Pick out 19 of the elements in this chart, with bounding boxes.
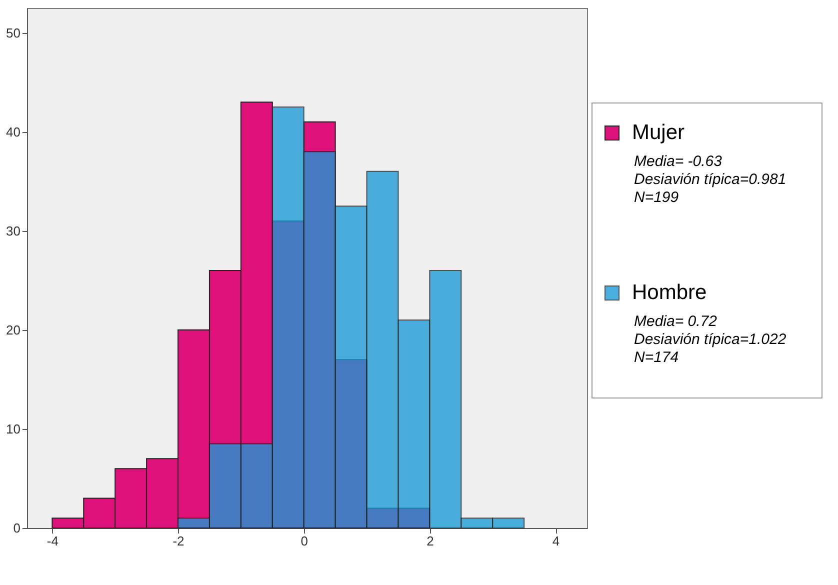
y-tick-label: 30: [6, 223, 20, 238]
legend-label: Hombre: [632, 281, 707, 304]
x-tick-label: -2: [172, 534, 184, 548]
x-tick-label: 4: [552, 534, 560, 548]
y-tick-label: 10: [6, 421, 20, 436]
text: Desiavión típica=0.981: [634, 171, 786, 188]
text: N=199: [634, 189, 680, 206]
y-tick-label: 40: [6, 124, 20, 140]
x-tick-label: 2: [426, 534, 434, 548]
legend-label: Mujer: [632, 121, 685, 144]
y-tick-label: 50: [6, 25, 20, 40]
text: Desiavión típica=1.022: [634, 331, 787, 348]
y-tick-label: 20: [6, 322, 20, 338]
text: N=174: [634, 349, 679, 366]
x-tick-label: 0: [300, 534, 308, 548]
x-tick-label: -4: [46, 534, 58, 548]
text: Media= -0.63: [634, 153, 723, 170]
text: Media= 0.72: [634, 313, 718, 330]
y-tick-label: 0: [13, 520, 20, 536]
